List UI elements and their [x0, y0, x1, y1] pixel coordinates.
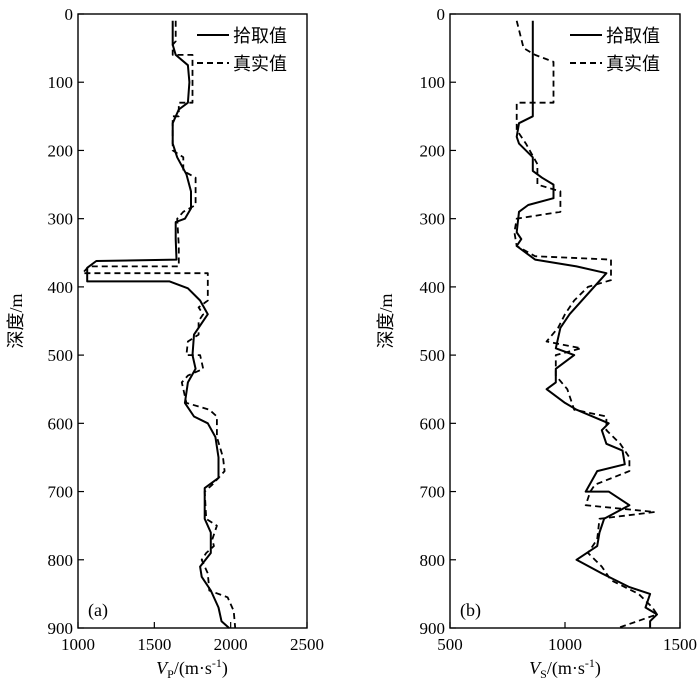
x-axis: 500 1000 1500	[437, 622, 697, 654]
y-tick-label: 200	[420, 141, 446, 160]
x-axis-label-units: /(m·s	[547, 658, 585, 679]
y-tick-label: 900	[420, 619, 446, 638]
x-axis-label-symbol: V	[156, 658, 169, 678]
y-axis-label: 深度/m	[376, 293, 396, 348]
y-tick-label: 700	[48, 483, 74, 502]
legend-label-picked: 拾取值	[233, 26, 287, 46]
x-axis-label-close: )	[222, 658, 228, 679]
y-tick-label: 700	[420, 483, 446, 502]
series-line-picked	[515, 20, 658, 628]
plot-frame	[77, 13, 308, 629]
y-tick-label: 100	[420, 73, 446, 92]
y-tick-label: 800	[420, 551, 446, 570]
y-tick-label: 400	[48, 278, 74, 297]
x-tick-label: 500	[437, 635, 463, 654]
panel-b: 0 100 200 300 400 500 600 700 800 900 500 1000 1500…	[376, 5, 697, 681]
x-axis-label-subscript: P	[167, 667, 174, 681]
series-group	[81, 20, 237, 629]
y-axis: 0 100 200 300 400 500 600 700 800 900	[420, 5, 456, 638]
x-axis-label-exponent: -1	[212, 656, 222, 670]
x-tick-label: 2000	[214, 635, 248, 654]
legend-label-true: 真实值	[233, 54, 287, 74]
y-tick-label: 0	[65, 5, 74, 24]
panel-a: 0 100 200 300 400 500 600 700 800 900 1000 1500 200…	[6, 5, 324, 681]
y-axis: 0 100 200 300 400 500 600 700 800 900	[48, 5, 84, 638]
y-axis-label: 深度/m	[6, 293, 26, 348]
y-tick-label: 500	[48, 346, 74, 365]
x-tick-label: 1500	[137, 635, 171, 654]
x-axis-label: VS/(m·s-1)	[529, 656, 601, 681]
x-axis-label-units: /(m·s	[174, 658, 212, 679]
x-tick-label: 1500	[663, 635, 697, 654]
x-tick-label: 1000	[61, 635, 95, 654]
x-axis-label-symbol: V	[529, 658, 542, 678]
x-axis-label-close: )	[595, 658, 601, 679]
y-tick-label: 100	[48, 73, 74, 92]
y-tick-label: 0	[437, 5, 446, 24]
y-tick-label: 800	[48, 551, 74, 570]
panel-label: (b)	[460, 600, 481, 621]
y-tick-label: 500	[420, 346, 446, 365]
legend-label-true: 真实值	[606, 54, 660, 74]
series-line-picked	[86, 20, 230, 629]
y-tick-label: 600	[48, 414, 74, 433]
series-line-true	[513, 20, 658, 629]
y-tick-label: 600	[420, 414, 446, 433]
panel-label: (a)	[88, 600, 108, 621]
x-tick-label: 2500	[290, 635, 324, 654]
series-line-true	[81, 20, 237, 629]
legend-label-picked: 拾取值	[606, 26, 660, 46]
y-tick-label: 300	[420, 210, 446, 229]
legend: 拾取值 真实值	[570, 26, 660, 74]
legend: 拾取值 真实值	[197, 26, 287, 74]
x-tick-label: 1000	[548, 635, 582, 654]
x-axis-label-subscript: S	[540, 667, 547, 681]
y-tick-label: 400	[420, 278, 446, 297]
y-tick-label: 300	[48, 210, 74, 229]
y-tick-label: 200	[48, 141, 74, 160]
x-axis-label-exponent: -1	[585, 656, 595, 670]
series-group	[513, 20, 658, 629]
x-axis: 1000 1500 2000 2500	[61, 622, 324, 654]
y-tick-label: 900	[48, 619, 74, 638]
x-axis-label: VP/(m·s-1)	[156, 656, 228, 681]
